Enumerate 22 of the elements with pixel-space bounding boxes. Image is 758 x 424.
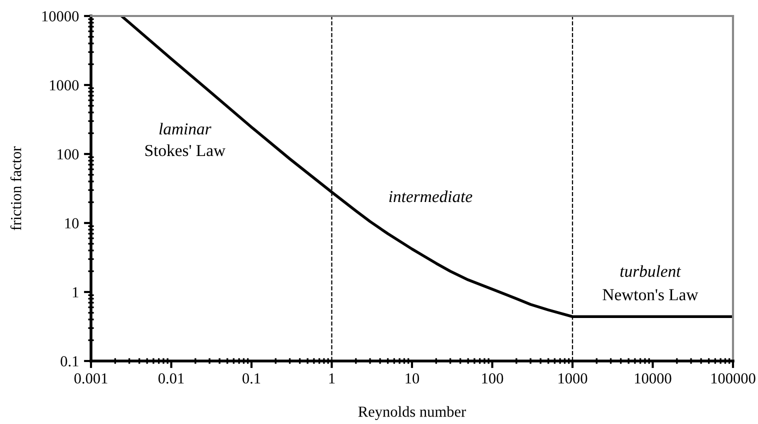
x-tick-label: 10000 <box>634 373 672 384</box>
x-tick-label: 0.001 <box>74 373 108 384</box>
annotation: Newton's Law <box>602 289 698 300</box>
y-tick-label: 10 <box>65 218 79 228</box>
x-tick-label: 10 <box>406 373 420 384</box>
x-tick-label: 100000 <box>711 373 756 384</box>
y-axis-title: friction factor <box>10 146 22 230</box>
x-tick-label: 1000 <box>558 373 588 384</box>
x-tick-label: 1 <box>329 373 335 384</box>
annotation: laminar <box>159 122 212 135</box>
y-tick-label: 10000 <box>42 11 79 22</box>
annotation: Stokes' Law <box>145 144 226 156</box>
x-axis-title: Reynolds number <box>358 406 466 420</box>
annotation: turbulent <box>620 265 682 277</box>
y-tick-label: 0.1 <box>60 356 78 367</box>
y-tick-label: 1000 <box>50 80 79 90</box>
x-tick-label: 0.01 <box>158 373 184 384</box>
annotation: intermediate <box>389 190 472 202</box>
x-tick-label: 0.1 <box>242 373 260 384</box>
y-tick-label: 1 <box>72 287 78 298</box>
x-tick-label: 100 <box>482 373 504 384</box>
y-tick-label: 100 <box>58 149 79 160</box>
